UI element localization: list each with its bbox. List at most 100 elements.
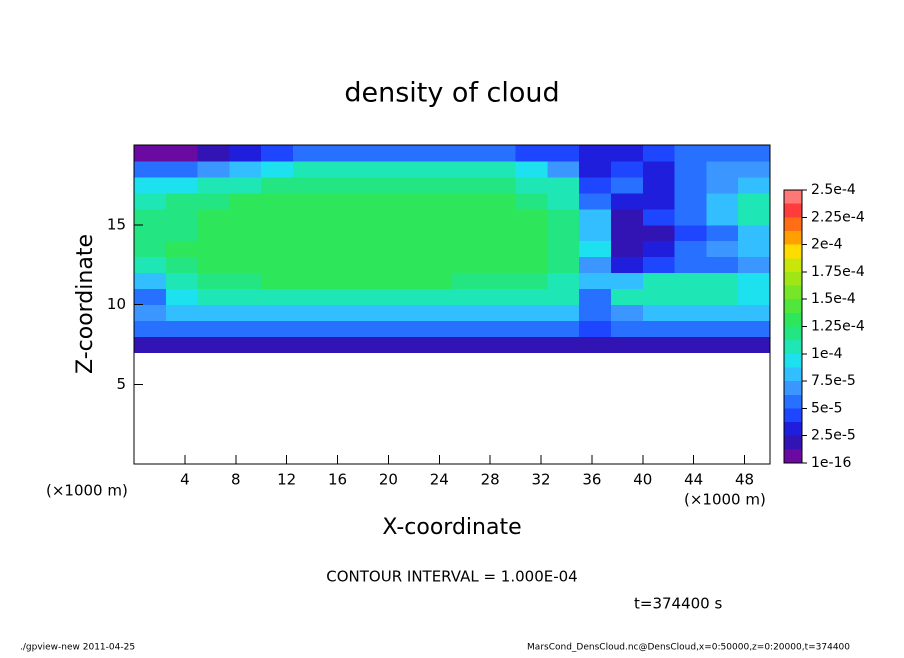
field-cell — [738, 160, 771, 178]
colorbar-cell — [784, 203, 802, 218]
field-cell — [642, 224, 676, 242]
field-cell — [356, 145, 389, 162]
field-cell — [483, 240, 517, 258]
field-cell — [293, 145, 326, 162]
field-cell — [165, 336, 199, 353]
field-cell — [388, 320, 421, 337]
field-cell — [388, 304, 421, 321]
field-cell — [611, 320, 644, 337]
field-cell — [642, 320, 676, 337]
field-cell — [165, 224, 199, 242]
footer: ./gpview-new 2011-04-25 — [20, 643, 135, 653]
field-cell — [261, 288, 294, 305]
field-cell — [547, 256, 580, 274]
field-cell — [547, 224, 580, 242]
field-cell — [388, 176, 421, 194]
field-cell — [134, 320, 167, 337]
field-cell — [229, 145, 262, 162]
field-cell — [642, 304, 676, 321]
field-cell — [483, 256, 517, 274]
field-cell — [706, 176, 739, 194]
field-cell — [356, 336, 389, 353]
field-cell — [674, 176, 707, 194]
field-cell — [261, 224, 294, 242]
x-tick-label: 12 — [277, 471, 296, 489]
field-cell — [579, 320, 612, 337]
field-cell — [324, 145, 358, 162]
field-cell — [134, 192, 167, 210]
field-cell — [197, 208, 230, 226]
field-cell — [134, 208, 167, 226]
field-cell — [452, 336, 485, 353]
field-cell — [293, 176, 326, 194]
field-cell — [579, 145, 612, 162]
field-cell — [642, 240, 676, 258]
field-cell — [579, 240, 612, 258]
field-cell — [293, 272, 326, 290]
field-cell — [356, 320, 389, 337]
field-cell — [611, 240, 644, 258]
field-cell — [515, 304, 548, 321]
field-cell — [388, 272, 421, 290]
field-cell — [452, 145, 485, 162]
field-cell — [420, 224, 453, 242]
field-cell — [420, 336, 453, 353]
x-tick-label: 24 — [430, 471, 449, 489]
colorbar-label: 1e-16 — [811, 455, 851, 471]
field-cell — [293, 336, 326, 353]
y-axis-label: Z-coordinate — [73, 234, 98, 374]
field-cell — [388, 256, 421, 274]
field-cell — [261, 336, 294, 353]
field-cell — [452, 208, 485, 226]
x-tick-label: 36 — [582, 471, 601, 489]
field-cell — [706, 240, 739, 258]
field-cell — [483, 160, 517, 178]
field-cell — [611, 304, 644, 321]
field-cell — [674, 145, 707, 162]
field-cell — [642, 160, 676, 178]
field-cell — [738, 240, 771, 258]
field-cell — [452, 320, 485, 337]
field-cell — [165, 192, 199, 210]
field-cell — [165, 304, 199, 321]
field-cell — [452, 272, 485, 290]
x-tick-label: 28 — [481, 471, 500, 489]
field-cell — [738, 208, 771, 226]
field-cell — [547, 336, 580, 353]
field-cell — [388, 208, 421, 226]
field-cell — [706, 272, 739, 290]
colorbar-label: 1.25e-4 — [811, 319, 865, 335]
field-cell — [674, 224, 707, 242]
field-cell — [738, 224, 771, 242]
field-cell — [706, 145, 739, 162]
field-cell — [134, 288, 167, 305]
x-axis-label: X-coordinate — [382, 515, 521, 540]
field-cell — [674, 320, 707, 337]
x-tick-label: 16 — [328, 471, 347, 489]
footer: MarsCond_DensCloud.nc@DensCloud,x=0:5000… — [527, 643, 850, 653]
field-cell — [420, 160, 453, 178]
x-unit: (×1000 m) — [46, 482, 128, 500]
field-cell — [483, 320, 517, 337]
field-cell — [134, 336, 167, 353]
x-tick-label: 8 — [231, 471, 241, 489]
field-cell — [324, 192, 358, 210]
field-cell — [134, 145, 167, 162]
colorbar-label: 2.25e-4 — [811, 209, 865, 225]
chart-title: density of cloud — [344, 78, 559, 109]
field-cell — [579, 224, 612, 242]
colorbar-label: 2e-4 — [811, 237, 843, 253]
colorbar-cell — [784, 408, 802, 423]
field-cell — [674, 208, 707, 226]
field-cell — [515, 208, 548, 226]
y-tick-label: 10 — [107, 295, 126, 313]
field-cell — [293, 288, 326, 305]
colorbar-cell — [784, 381, 802, 395]
field-cell — [579, 256, 612, 274]
field-cell — [324, 208, 358, 226]
field-cell — [515, 272, 548, 290]
field-cell — [452, 160, 485, 178]
field-cell — [229, 208, 262, 226]
field-cell — [356, 256, 389, 274]
x-tick-label: 40 — [633, 471, 652, 489]
